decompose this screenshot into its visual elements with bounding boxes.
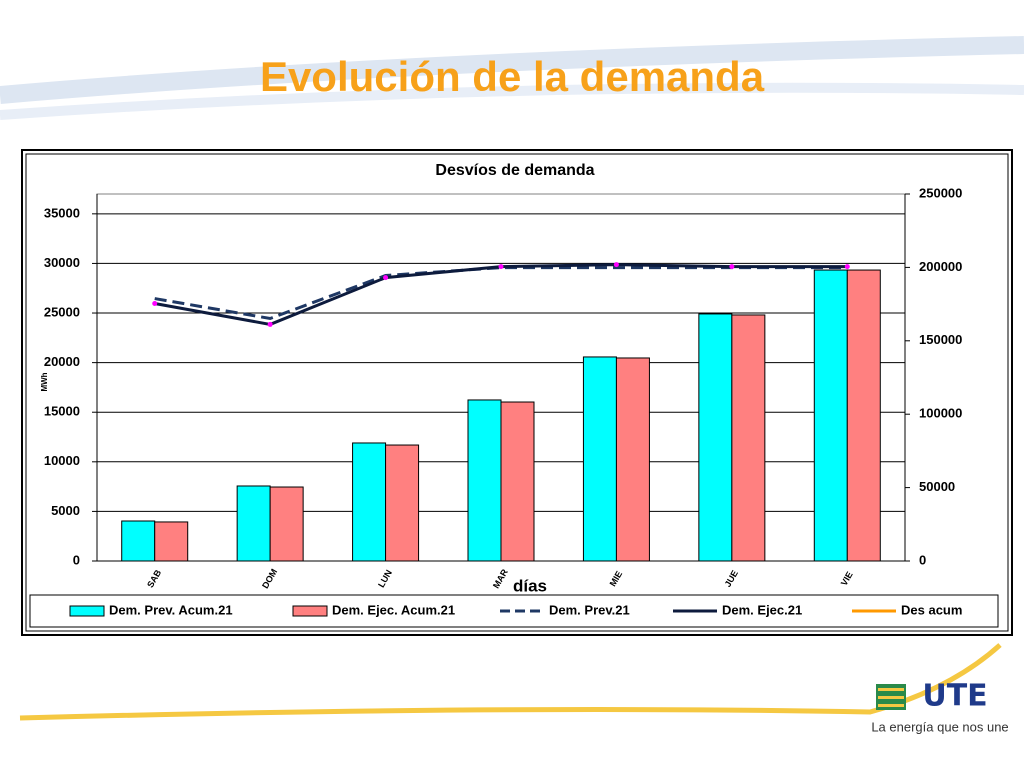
marker: [383, 275, 389, 281]
y2-tick-label: 100000: [919, 406, 962, 421]
swoosh: [0, 82, 1024, 120]
y2-tick-label: 0: [919, 552, 926, 567]
bar: [615, 357, 650, 562]
chart-frame-inner: [25, 153, 1009, 632]
marker: [152, 301, 158, 307]
legend-label: Des acum: [901, 602, 962, 617]
logo-mark: [876, 684, 906, 710]
marker: [844, 264, 850, 270]
swoosh: [0, 36, 1024, 104]
y-axis-label: MWh: [40, 372, 49, 391]
y-tick-label: 35000: [44, 205, 80, 220]
y-tick-label: 15000: [44, 404, 80, 419]
bar: [385, 444, 420, 562]
bar: [352, 442, 387, 562]
y-tick-label: 0: [73, 552, 80, 567]
bar: [813, 269, 848, 562]
bar: [698, 313, 733, 562]
logo-name: UTE: [922, 679, 987, 714]
bar: [269, 486, 304, 562]
y2-tick-label: 250000: [919, 185, 962, 200]
chart-title: Desvíos de demanda: [435, 162, 594, 179]
marker: [267, 321, 273, 327]
y2-tick-label: 200000: [919, 259, 962, 274]
legend-label: Dem. Ejec. Acum.21: [332, 602, 455, 617]
legend-swatch: [69, 605, 105, 617]
bar: [500, 401, 535, 562]
y2-tick-label: 150000: [919, 332, 962, 347]
marker: [613, 262, 619, 268]
swoosh: [19, 643, 1002, 721]
bar: [121, 520, 156, 562]
slide-title: Evolución de la demanda: [260, 53, 765, 100]
bar: [846, 269, 881, 562]
x-axis-label: días: [513, 576, 547, 595]
marker: [729, 264, 735, 270]
legend-label: Dem. Prev. Acum.21: [109, 602, 233, 617]
marker: [498, 264, 504, 270]
bar: [731, 314, 766, 562]
bar: [236, 485, 271, 562]
bar: [154, 521, 189, 562]
legend-label: Dem. Prev.21: [549, 602, 630, 617]
logo-slogan: La energía que nos une: [871, 719, 1008, 734]
bar: [467, 399, 502, 562]
legend: [29, 594, 999, 628]
y-tick-label: 10000: [44, 453, 80, 468]
y-tick-label: 5000: [51, 503, 80, 518]
y-tick-label: 30000: [44, 255, 80, 270]
legend-label: Dem. Ejec.21: [722, 602, 802, 617]
y-tick-label: 25000: [44, 304, 80, 319]
bar: [582, 356, 617, 562]
legend-swatch: [292, 605, 328, 617]
y2-tick-label: 50000: [919, 479, 955, 494]
y-tick-label: 20000: [44, 354, 80, 369]
